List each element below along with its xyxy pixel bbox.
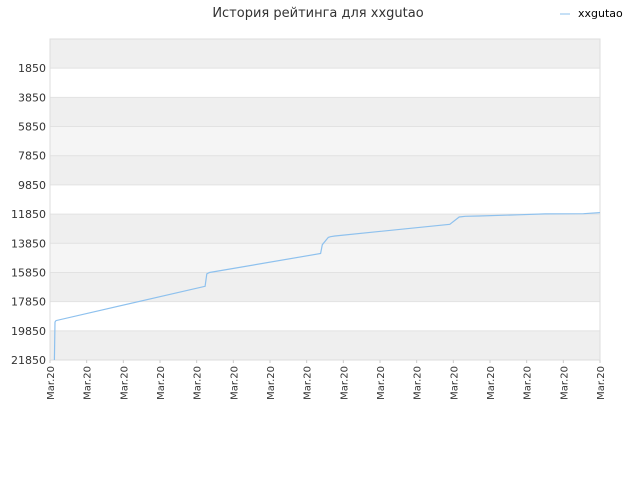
x-tick-label: Mar.20	[266, 366, 277, 400]
y-tick-label: 1850	[18, 62, 46, 75]
legend[interactable]: xxgutao	[560, 7, 623, 20]
x-tick-label: Mar.20	[46, 366, 57, 400]
x-tick-label: Mar.20	[376, 366, 387, 400]
y-tick-label: 3850	[18, 91, 46, 104]
x-tick-label: Mar.20	[83, 366, 94, 400]
grid-band	[50, 97, 600, 127]
y-tick-label: 13850	[11, 237, 46, 250]
x-tick-label: Mar.20	[193, 366, 204, 400]
x-tick-label: Mar.20	[486, 366, 497, 400]
grid-band	[50, 155, 600, 185]
x-tick-label: Mar.20	[119, 366, 130, 400]
y-tick-label: 5850	[18, 121, 46, 134]
x-tick-label: Mar.20	[339, 366, 350, 400]
grid-band	[50, 272, 600, 302]
y-tick-label: 15850	[11, 266, 46, 279]
x-tick-label: Mar.20	[229, 366, 240, 400]
grid-band	[50, 126, 600, 156]
plot-frame	[49, 38, 601, 361]
plot-area: 1850 3850 5850 7850 9850 11850 13850 15850 17850…	[11, 38, 607, 400]
y-tick-label: 19850	[11, 325, 46, 338]
y-tick-label: 7850	[18, 150, 46, 163]
y-tick-label: 9850	[18, 179, 46, 192]
legend-label: xxgutao	[578, 7, 623, 20]
grid-band	[50, 184, 600, 215]
grid-band	[50, 39, 600, 69]
x-tick-label: Mar.20	[449, 366, 460, 400]
x-tick-label: Mar.20	[596, 366, 607, 400]
x-tick-label: Mar.20	[303, 366, 314, 400]
y-tick-label: 17850	[11, 296, 46, 309]
grid-band	[50, 214, 600, 244]
grid-band	[50, 68, 600, 98]
x-tick-label: Mar.20	[156, 366, 167, 400]
x-tick-label: Mar.20	[559, 366, 570, 400]
series-line	[53, 212, 601, 361]
grid-band	[50, 243, 600, 273]
y-tick-label: 11850	[11, 208, 46, 221]
x-tick-label: Mar.20	[523, 366, 534, 400]
chart-title: История рейтинга для xxgutao	[212, 6, 423, 21]
x-tick-label: Mar.20	[413, 366, 424, 400]
grid-band	[50, 330, 600, 360]
grid-band	[50, 301, 600, 331]
y-tick-label: 21850	[11, 354, 46, 367]
